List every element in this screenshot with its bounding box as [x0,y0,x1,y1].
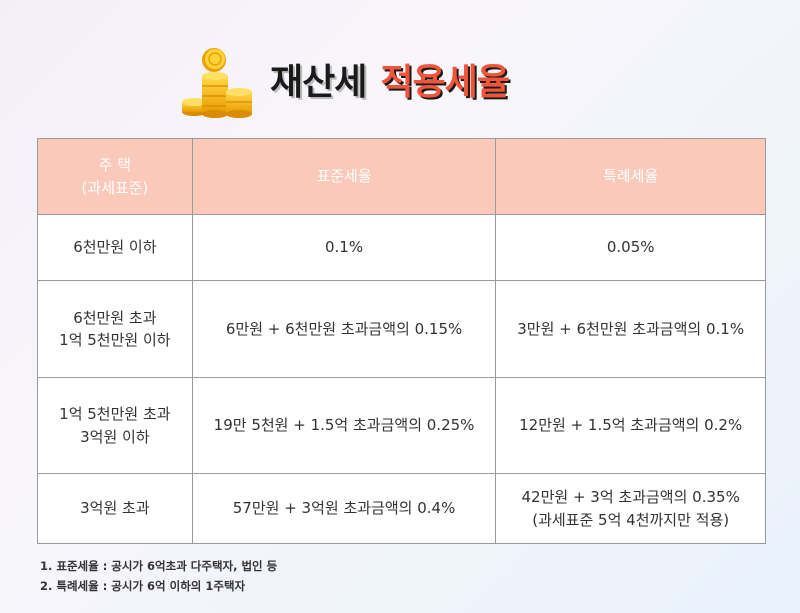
cell-bracket: 6천만원 이하 [37,214,193,281]
cell-special: 12만원 + 1.5억 초과금액의 0.2% [495,377,766,474]
table-row: 6천만원 초과 1억 5천만원 이하 6만원 + 6천만원 초과금액의 0.15… [37,280,766,378]
title-part1: 재산세 [270,62,367,103]
cell-standard: 19만 5천원 + 1.5억 초과금액의 0.25% [191,377,497,474]
header-housing-label: 주 택 (과세표준) [81,156,149,197]
footnote-standard: 1. 표준세율 : 공시가 6억초과 다주택자, 법인 등 [40,559,278,573]
gold-coin-stack-icon [182,48,252,118]
header-standard-rate: 표준세율 [191,138,497,215]
cell-standard: 6만원 + 6천만원 초과금액의 0.15% [191,280,497,378]
title-part2: 적용세율 [380,62,509,103]
footnotes: 1. 표준세율 : 공시가 6억초과 다주택자, 법인 등 2. 특례세율 : … [40,556,277,596]
cell-bracket: 6천만원 초과 1억 5천만원 이하 [37,280,193,378]
table-row: 6천만원 이하 0.1% 0.05% [37,214,766,281]
cell-special: 42만원 + 3억 초과금액의 0.35% (과세표준 5억 4천까지만 적용) [495,473,766,544]
page-title: 재산세 적용세율 [270,54,510,104]
table-header-row: 주 택 (과세표준) 표준세율 특례세율 [37,138,766,215]
tax-rate-table: 주 택 (과세표준) 표준세율 특례세율 6천만원 이하 0.1% 0.05% … [37,138,766,544]
header-housing: 주 택 (과세표준) [37,138,193,215]
cell-standard: 57만원 + 3억원 초과금액의 0.4% [191,473,497,544]
cell-bracket: 1억 5천만원 초과 3억원 이하 [37,377,193,474]
cell-special: 0.05% [495,214,766,281]
header-special-rate: 특례세율 [495,138,766,215]
header: 재산세 적용세율 [0,40,800,120]
footnote-special: 2. 특례세율 : 공시가 6억 이하의 1주택자 [40,579,246,593]
table-row: 1억 5천만원 초과 3억원 이하 19만 5천원 + 1.5억 초과금액의 0… [37,377,766,474]
cell-standard: 0.1% [191,214,497,281]
table-row: 3억원 초과 57만원 + 3억원 초과금액의 0.4% 42만원 + 3억 초… [37,473,766,544]
cell-special: 3만원 + 6천만원 초과금액의 0.1% [495,280,766,378]
cell-bracket: 3억원 초과 [37,473,193,544]
